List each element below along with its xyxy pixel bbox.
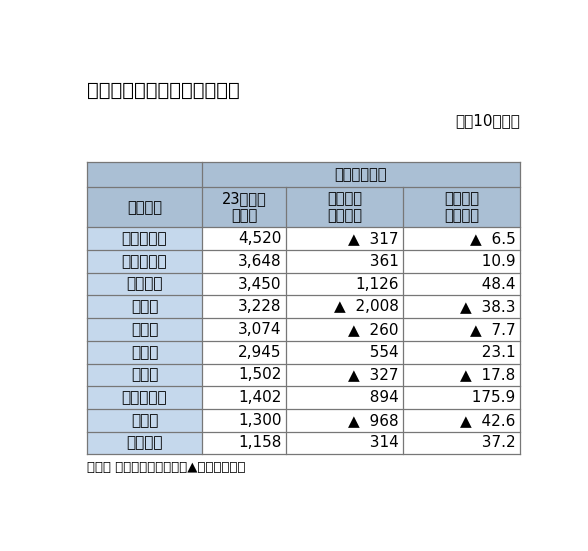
Bar	[87, 295, 202, 318]
Bar	[87, 250, 202, 273]
Text: ▲  6.5: ▲ 6.5	[470, 231, 516, 246]
Text: 1,158: 1,158	[238, 435, 282, 451]
Text: 愛　媛: 愛 媛	[131, 413, 158, 428]
Bar	[87, 228, 202, 250]
Text: 銀行名等: 銀行名等	[127, 199, 162, 215]
Text: あいちＦＧ: あいちＦＧ	[122, 231, 168, 246]
Bar	[202, 161, 520, 187]
Text: トモニＨＤ: トモニＨＤ	[122, 254, 168, 269]
Bar	[202, 187, 286, 228]
Text: ▲  42.6: ▲ 42.6	[460, 413, 516, 428]
Text: 3,074: 3,074	[238, 322, 282, 337]
Bar	[403, 187, 520, 228]
Text: 静岡中央: 静岡中央	[126, 435, 163, 451]
Text: ▲  2,008: ▲ 2,008	[334, 299, 399, 314]
Bar	[87, 409, 202, 431]
Text: 西　京: 西 京	[131, 368, 158, 382]
Text: 東京スター: 東京スター	[122, 390, 168, 405]
Text: ▲  17.8: ▲ 17.8	[460, 368, 516, 382]
Text: 第二地銀の連結四半期純利益: 第二地銀の連結四半期純利益	[87, 81, 240, 100]
Text: 1,502: 1,502	[238, 368, 282, 382]
Text: 1,300: 1,300	[238, 413, 282, 428]
Text: （注） 単位：百万円、％、▲は減少、低下: （注） 単位：百万円、％、▲は減少、低下	[87, 461, 246, 474]
Bar	[87, 273, 202, 295]
Text: 10.9: 10.9	[472, 254, 516, 269]
Text: 富山第一: 富山第一	[126, 277, 163, 291]
Text: 23年４～
６月期: 23年４～ ６月期	[222, 191, 266, 223]
Text: 554: 554	[360, 345, 399, 360]
Text: ▲  317: ▲ 317	[348, 231, 399, 246]
Text: ▲  327: ▲ 327	[348, 368, 399, 382]
Text: 名古屋: 名古屋	[131, 345, 158, 360]
Bar	[87, 386, 202, 409]
Text: 37.2: 37.2	[472, 435, 516, 451]
Bar	[87, 431, 202, 455]
Text: 314: 314	[360, 435, 399, 451]
Text: ▲  7.7: ▲ 7.7	[470, 322, 516, 337]
Bar	[87, 161, 202, 228]
Text: 4,520: 4,520	[238, 231, 282, 246]
Text: 1,402: 1,402	[238, 390, 282, 405]
Bar	[87, 318, 202, 341]
Text: 894: 894	[360, 390, 399, 405]
Text: 23.1: 23.1	[472, 345, 516, 360]
Text: ▲  968: ▲ 968	[348, 413, 399, 428]
Bar	[286, 187, 403, 228]
Text: 四半期純利益: 四半期純利益	[335, 167, 387, 182]
Text: 3,228: 3,228	[238, 299, 282, 314]
Text: 上位10行・社: 上位10行・社	[455, 113, 520, 128]
Bar	[87, 364, 202, 386]
Text: 1,126: 1,126	[355, 277, 399, 291]
Text: 北　洋: 北 洋	[131, 299, 158, 314]
Text: 3,648: 3,648	[238, 254, 282, 269]
Text: ▲  260: ▲ 260	[348, 322, 399, 337]
Text: 361: 361	[360, 254, 399, 269]
Text: 前年同期
比増減率: 前年同期 比増減率	[444, 191, 479, 223]
Text: ▲  38.3: ▲ 38.3	[460, 299, 516, 314]
Text: 前年同期
比増減額: 前年同期 比増減額	[328, 191, 362, 223]
Bar	[87, 341, 202, 364]
Text: 48.4: 48.4	[472, 277, 516, 291]
Text: 175.9: 175.9	[462, 390, 516, 405]
Text: 3,450: 3,450	[238, 277, 282, 291]
Text: 京　葉: 京 葉	[131, 322, 158, 337]
Text: 2,945: 2,945	[238, 345, 282, 360]
